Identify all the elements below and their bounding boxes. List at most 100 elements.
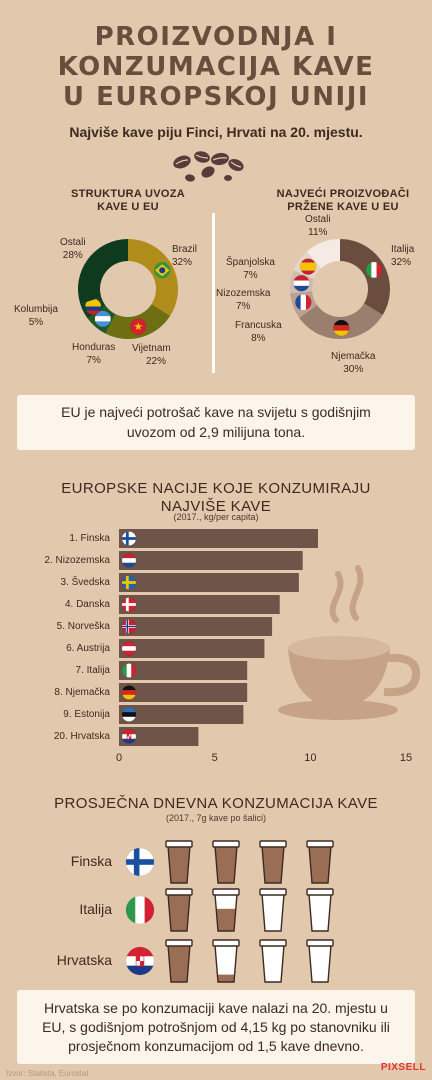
pie2-label-others-name: Ostali xyxy=(305,214,331,225)
pie2-flag-germany-icon xyxy=(333,319,350,337)
x-tick-2: 10 xyxy=(304,752,316,764)
bar-label-7: 8. Njemačka xyxy=(54,687,110,698)
pie1-label-others-value: 28% xyxy=(62,250,83,261)
bar-label-5: 6. Austrija xyxy=(66,643,110,654)
bar-chart-title-line-2: NAJVIŠE KAVE xyxy=(160,498,272,515)
pie1-label-brazil-value: 32% xyxy=(172,257,193,268)
pie2-flag-france-icon xyxy=(295,294,312,311)
info-box-import-line-1: EU je najveći potrošač kave na svijetu s… xyxy=(61,404,371,420)
pie1-slice-0 xyxy=(128,239,179,316)
takeaway-cup-icon xyxy=(259,888,287,932)
consumption-row-2 xyxy=(125,939,334,983)
info-box-croatia-line-3: prosječnom konzumacijom od 1,5 kave dnev… xyxy=(68,1038,364,1054)
bar-chart-title: EUROPSKE NACIJE KOJE KONZUMIRAJU NAJVIŠE… xyxy=(0,480,432,516)
bar-1 xyxy=(119,551,303,570)
main-title: PROIZVODNJA I KONZUMACIJA KAVE U EUROPSK… xyxy=(0,22,432,112)
pie1-flag-brazil-icon xyxy=(153,262,171,279)
x-tick-0: 0 xyxy=(116,752,122,764)
pie2-label-germany-name: Njemačka xyxy=(331,351,376,362)
consumption-country-0: Finska xyxy=(70,853,112,869)
bar-3 xyxy=(119,595,280,614)
pie2-slice-5 xyxy=(306,239,340,269)
takeaway-cup-icon xyxy=(212,840,240,884)
pie2-label-italy-name: Italija xyxy=(391,244,415,255)
bar-flag-austria-icon xyxy=(121,641,137,656)
consumption-flag-italy-icon xyxy=(125,895,155,925)
takeaway-cup-icon xyxy=(259,840,287,884)
bar-5 xyxy=(119,639,265,658)
pie1-label-others: Ostali 28% xyxy=(60,236,86,262)
bar-label-3: 4. Danska xyxy=(64,599,110,610)
pie-divider xyxy=(212,213,215,373)
bar-flag-sweden-icon xyxy=(121,575,137,590)
takeaway-cup-icon xyxy=(165,888,193,932)
bar-label-6: 7. Italija xyxy=(75,665,110,676)
bar-8 xyxy=(119,705,244,724)
pie1-label-colombia-name: Kolumbija xyxy=(14,304,58,315)
pie2-label-france-value: 8% xyxy=(251,333,266,344)
pie2-label-spain-name: Španjolska xyxy=(226,257,275,268)
coffee-beans-icon xyxy=(173,151,244,182)
bar-label-8: 9. Estonija xyxy=(63,709,110,720)
pie1-label-honduras-name: Honduras xyxy=(72,342,116,353)
pie2-label-france-name: Francuska xyxy=(235,320,282,331)
pie1-label-brazil-name: Brazil xyxy=(172,244,198,255)
takeaway-cup-icon xyxy=(212,939,240,983)
pie2-label-spain-value: 7% xyxy=(243,270,258,281)
bar-flag-netherlands-icon xyxy=(121,553,137,568)
takeaway-cup-icon xyxy=(165,939,193,983)
bar-2 xyxy=(119,573,299,592)
info-box-import-line-2: uvozom od 2,9 milijuna tona. xyxy=(126,424,306,440)
pie2-flag-spain-icon xyxy=(299,258,317,275)
bar-flag-estonia-icon xyxy=(121,707,137,722)
consumption-title: PROSJEČNA DNEVNA KONZUMACIJA KAVE xyxy=(54,795,378,812)
pixsell-logo: PIXSELL xyxy=(380,1062,426,1073)
pie2-chart xyxy=(290,239,390,339)
title-line-2: KONZUMACIJA KAVE xyxy=(57,52,375,82)
title-line-1: PROIZVODNJA I xyxy=(94,22,338,52)
bar-9 xyxy=(119,727,199,746)
pie2-title: NAJVEĆI PROIZVOĐAČI PRŽENE KAVE U EU xyxy=(258,188,428,214)
bar-flag-norway-icon xyxy=(121,619,137,634)
bar-chart-title-line-1: EUROPSKE NACIJE KOJE KONZUMIRAJU xyxy=(61,480,371,497)
pie2-label-spain: Španjolska 7% xyxy=(226,256,275,282)
x-tick-1: 5 xyxy=(212,752,218,764)
bar-label-9: 20. Hrvatska xyxy=(53,731,110,742)
bar-flag-italy-icon xyxy=(121,663,137,678)
pie1-label-colombia-value: 5% xyxy=(28,317,44,328)
pie1-title: STRUKTURA UVOZA KAVE U EU xyxy=(48,188,208,214)
bar-chart-subtitle: (2017., kg/per capita) xyxy=(173,512,259,522)
takeaway-cup-icon xyxy=(259,939,287,983)
pie2-label-germany-value: 30% xyxy=(343,364,364,375)
pie1-label-vietnam: Vijetnam 22% xyxy=(132,342,171,368)
pie1-label-honduras-value: 7% xyxy=(86,355,101,366)
bar-flag-denmark-icon xyxy=(121,597,137,612)
takeaway-cup-icon xyxy=(306,939,334,983)
bar-label-0: 1. Finska xyxy=(69,533,110,544)
info-box-croatia-line-1: Hrvatska se po konzumaciji kave nalazi n… xyxy=(44,1000,388,1016)
bar-flag-croatia-icon xyxy=(121,729,137,744)
bar-chart: 0 5 10 15 xyxy=(116,529,412,764)
pie1-label-vietnam-value: 22% xyxy=(146,356,167,367)
pie1-label-honduras: Honduras 7% xyxy=(72,341,115,367)
coffee-cup-illustration-icon xyxy=(278,565,421,720)
consumption-row-0 xyxy=(125,840,334,884)
pie1-chart xyxy=(78,239,179,339)
takeaway-cup-icon xyxy=(212,888,240,932)
pie1-title-line-1: STRUKTURA UVOZA xyxy=(70,188,186,200)
pie2-label-italy-value: 32% xyxy=(391,257,412,268)
bar-label-2: 3. Švedska xyxy=(60,577,110,588)
pie2-flag-italy-icon xyxy=(365,261,383,279)
takeaway-cup-icon xyxy=(165,840,193,884)
pie2-label-netherlands-name: Nizozemska xyxy=(216,288,271,299)
info-box-croatia-line-2: EU, s godišnjom potrošnjom od 4,15 kg po… xyxy=(42,1019,390,1035)
pie2-label-germany: Njemačka 30% xyxy=(331,350,375,376)
pie2-label-netherlands-value: 7% xyxy=(236,301,251,312)
takeaway-cup-icon xyxy=(306,840,334,884)
bar-label-1: 2. Nizozemska xyxy=(44,555,110,566)
info-box-import: EU je najveći potrošač kave na svijetu s… xyxy=(17,395,415,450)
pie2-slice-0 xyxy=(340,239,390,315)
consumption-country-2: Hrvatska xyxy=(56,952,112,968)
pie2-label-netherlands: Nizozemska 7% xyxy=(216,287,270,313)
pie1-label-brazil: Brazil 32% xyxy=(172,243,197,269)
